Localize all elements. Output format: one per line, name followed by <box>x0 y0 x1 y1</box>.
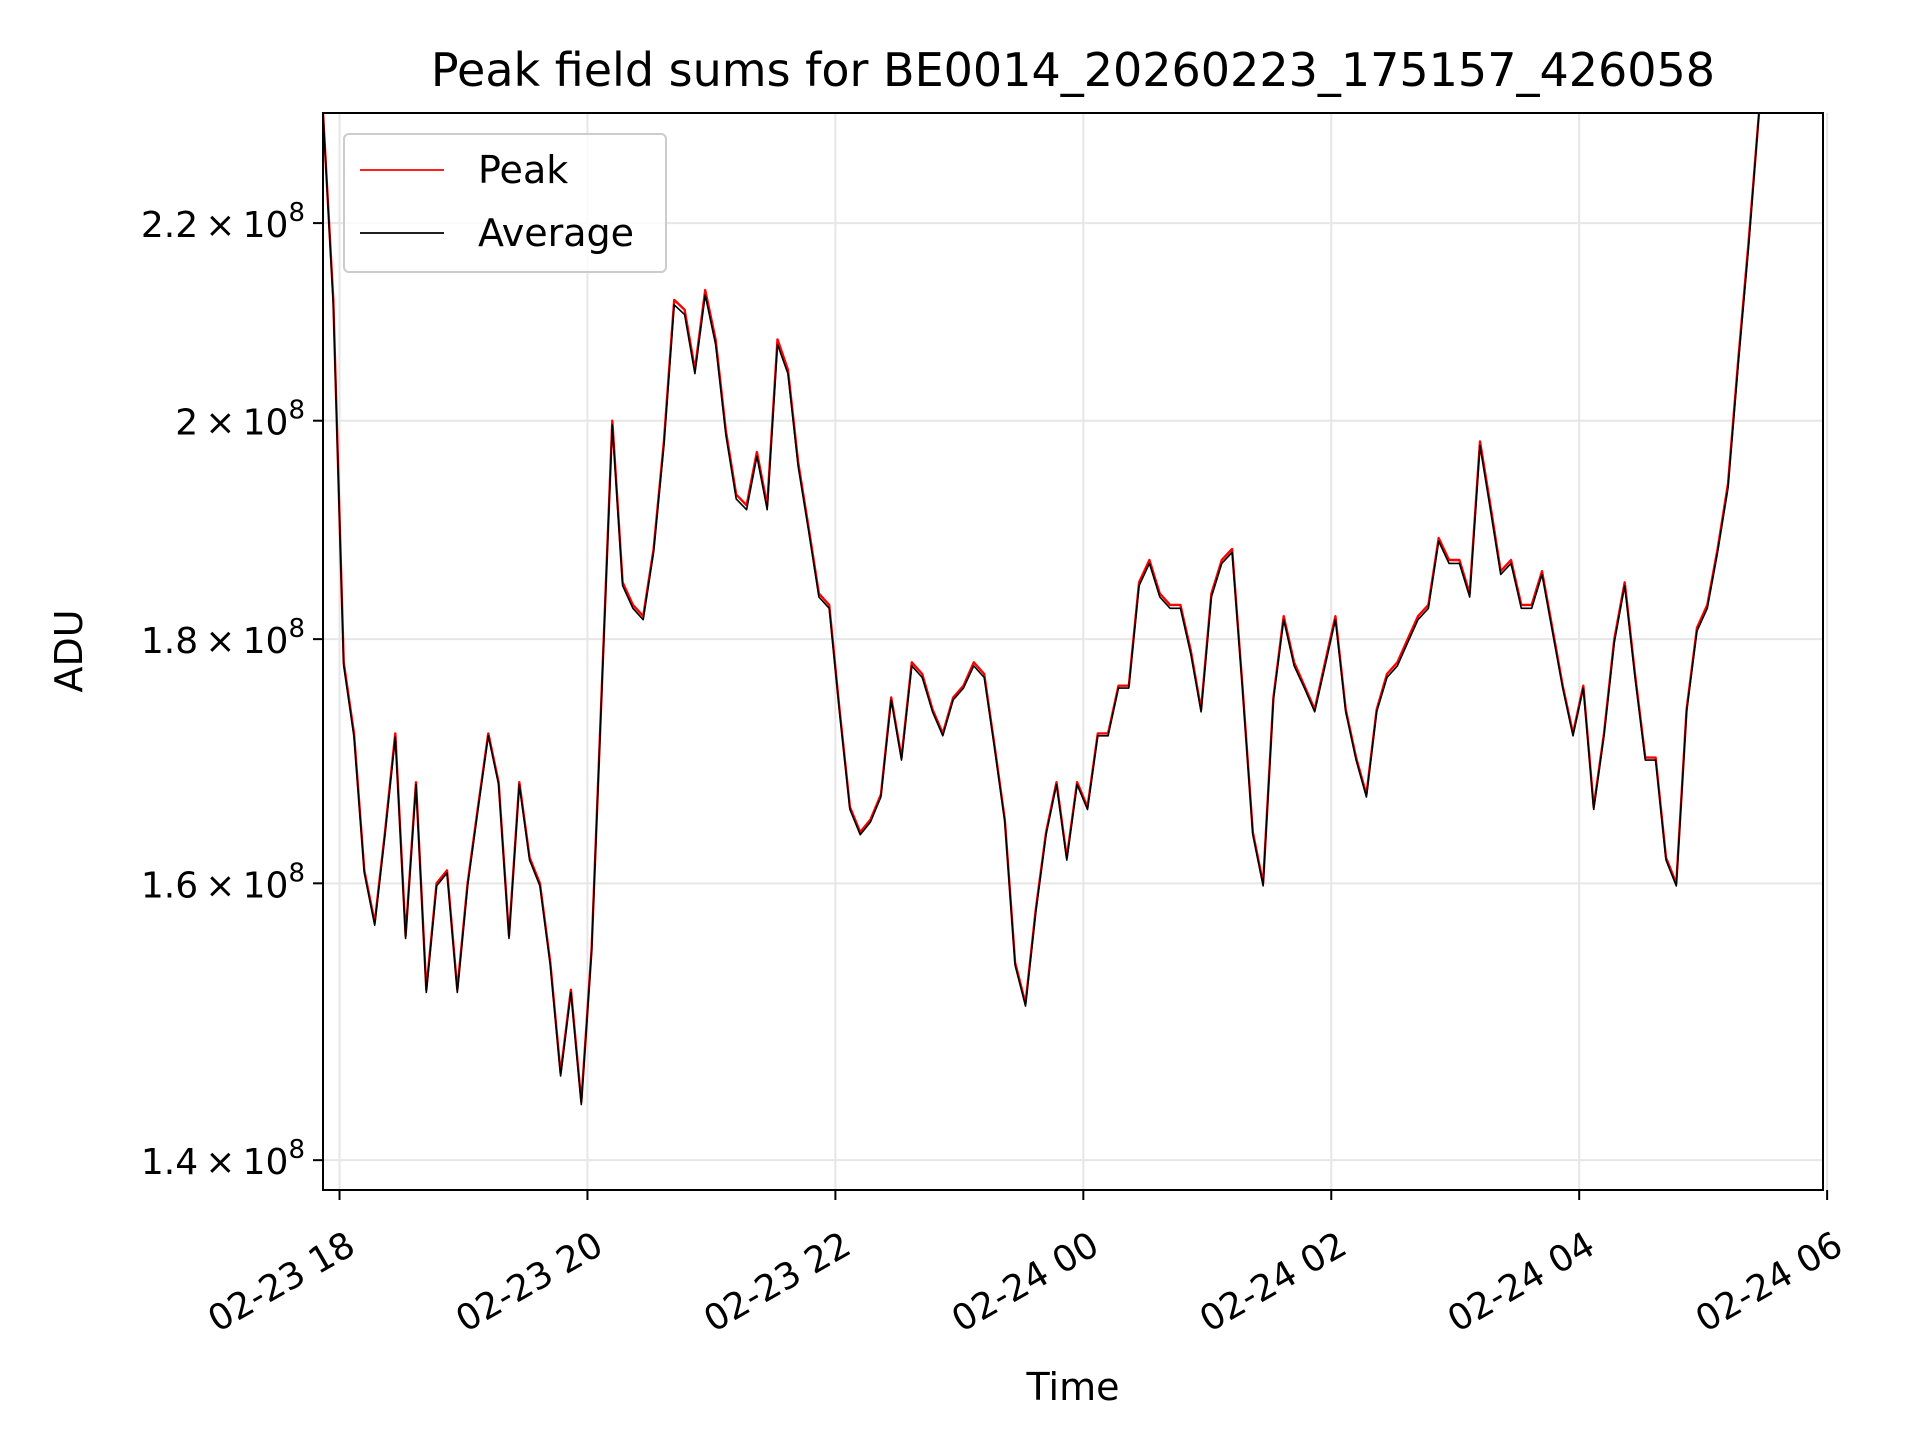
y-axis-label: ADU <box>47 609 91 692</box>
y-tick-label: 1.8 × 108 <box>141 614 305 662</box>
legend-label-average: Average <box>478 211 634 255</box>
series-layer <box>323 113 1761 1106</box>
series-line-average <box>323 113 1760 1106</box>
grid <box>323 113 1829 1190</box>
y-tick-label: 2 × 108 <box>175 396 305 444</box>
legend: Peak Average <box>343 133 667 273</box>
y-tick-label: 2.2 × 108 <box>141 198 305 246</box>
chart-title: Peak field sums for BE0014_20260223_1751… <box>431 43 1715 97</box>
legend-box <box>343 133 667 273</box>
y-axis: 1.4 × 108 1.6 × 108 1.8 × 108 2 × 108 2.2 × … <box>141 198 323 1183</box>
legend-label-peak: Peak <box>478 148 568 192</box>
plot-frame <box>322 112 1824 1191</box>
y-tick-label: 1.4 × 108 <box>141 1135 305 1183</box>
x-axis-label: Time <box>1026 1365 1120 1409</box>
y-tick-label: 1.6 × 108 <box>141 858 305 906</box>
plot-area-background <box>323 113 1823 1190</box>
